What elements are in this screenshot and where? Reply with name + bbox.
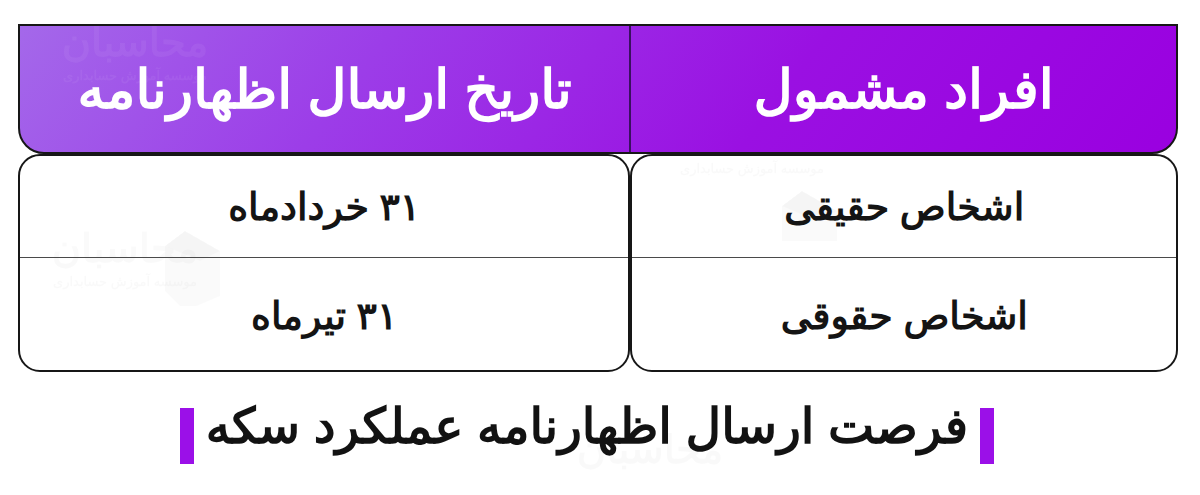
svg-text:محاسبان: محاسبان xyxy=(18,370,95,372)
